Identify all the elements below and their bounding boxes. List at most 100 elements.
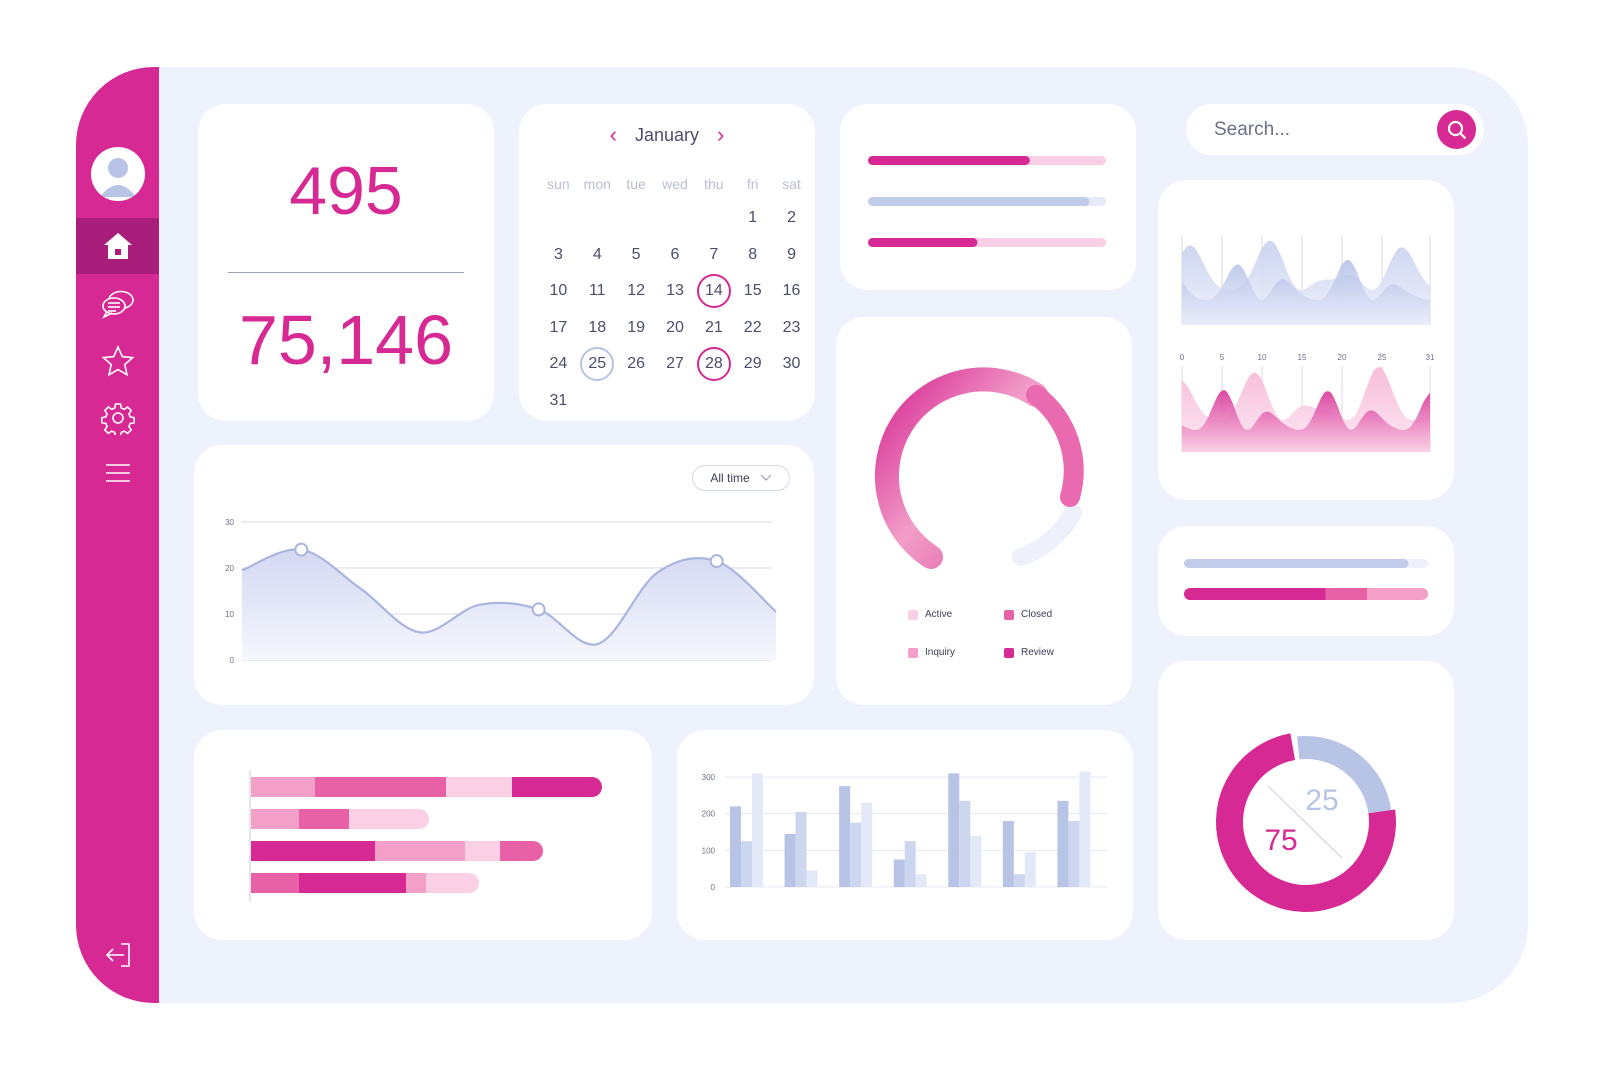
calendar-day-6[interactable]: 6 [656, 237, 695, 274]
vbar-y-tick: 100 [702, 846, 716, 855]
settings-nav-item[interactable] [76, 390, 159, 446]
calendar-day-7[interactable]: 7 [694, 237, 733, 274]
donut-divider [1267, 785, 1343, 859]
calendar-day-number: 26 [627, 355, 646, 373]
search-icon [1447, 120, 1466, 139]
calendar-blank [617, 200, 656, 237]
legend-label: Active [925, 609, 953, 620]
calendar-day-30[interactable]: 30 [772, 346, 811, 383]
calendar-day-12[interactable]: 12 [617, 273, 656, 310]
line-point-marker[interactable] [531, 602, 546, 617]
segmented-progress [1184, 559, 1428, 600]
weekday-label: tue [626, 176, 646, 192]
calendar-day-26[interactable]: 26 [617, 346, 656, 383]
vbar-bar [784, 833, 796, 887]
vbar-bar [850, 822, 862, 887]
weekday-label: sat [782, 176, 801, 192]
time-range-value: All time [710, 471, 750, 485]
calendar-day-number: 5 [631, 245, 641, 263]
calendar-month: January [634, 124, 700, 145]
calendar-day-29[interactable]: 29 [733, 346, 772, 383]
calendar-day-3[interactable]: 3 [539, 237, 578, 274]
calendar-blank [539, 200, 578, 237]
calendar-day-1[interactable]: 1 [733, 200, 772, 237]
calendar-day-19[interactable]: 19 [617, 310, 656, 347]
time-range-select[interactable]: All time [692, 465, 790, 491]
next-month-chevron-right-icon[interactable]: › [717, 122, 725, 147]
calendar-day-number: 18 [588, 318, 607, 336]
calendar-day-number: 13 [666, 282, 684, 300]
vbar-bar [730, 806, 741, 887]
weekday-label: mon [583, 176, 611, 192]
line-y-tick: 10 [225, 610, 234, 619]
home-nav-item[interactable] [76, 218, 159, 274]
calendar-day-24[interactable]: 24 [539, 346, 578, 383]
calendar-day-number: 1 [748, 209, 758, 227]
calendar-day-number: 2 [787, 209, 797, 227]
calendar-day-21[interactable]: 21 [694, 310, 733, 347]
calendar-day-number: 11 [588, 282, 606, 300]
sidebar [76, 67, 159, 1003]
vbar-y-tick: 200 [702, 810, 716, 819]
prev-month-chevron-left-icon[interactable]: ‹ [609, 122, 617, 147]
calendar-day-27[interactable]: 27 [656, 346, 695, 383]
calendar-day-28[interactable]: 28 [694, 346, 733, 383]
wave-x-tick: 15 [1298, 353, 1307, 362]
hbar-segment [512, 777, 602, 797]
calendar-day-4[interactable]: 4 [578, 237, 617, 274]
calendar-day-9[interactable]: 9 [772, 237, 811, 274]
calendar-day-18[interactable]: 18 [578, 310, 617, 347]
line-point-marker[interactable] [709, 554, 724, 569]
calendar-day-22[interactable]: 22 [733, 310, 772, 347]
donut-slice [1216, 733, 1396, 912]
vbar-bar [795, 811, 807, 887]
progress-fill [868, 238, 978, 247]
calendar-day-16[interactable]: 16 [772, 273, 811, 310]
stats-card: 495 75,146 [198, 104, 494, 421]
line-y-tick: 20 [225, 564, 234, 573]
progress-segment [1367, 588, 1428, 600]
hbar-segment [251, 841, 375, 861]
progress-segment [1325, 588, 1367, 600]
hbar-segment [315, 777, 446, 797]
vbar-bar [1013, 874, 1025, 887]
calendar-day-10[interactable]: 10 [539, 273, 578, 310]
vbar-bar [806, 870, 818, 887]
calendar-day-20[interactable]: 20 [656, 310, 695, 347]
vertical-bar-chart: 300 200 100 0 [702, 771, 1107, 892]
calendar-day-number: 22 [743, 318, 762, 336]
logout-button[interactable] [76, 935, 159, 975]
calendar-day-11[interactable]: 11 [578, 273, 617, 310]
hbar-segment [299, 873, 406, 893]
line-point-marker[interactable] [294, 542, 309, 557]
vbar-bar [915, 874, 927, 887]
calendar-day-number: 10 [549, 282, 568, 300]
calendar-day-13[interactable]: 13 [656, 273, 695, 310]
calendar-day-number: 4 [592, 245, 602, 263]
donut-label-secondary: 25 [1305, 784, 1338, 817]
user-avatar[interactable] [91, 147, 145, 201]
calendar-day-25[interactable]: 25 [578, 346, 617, 383]
vbar-y-tick: 300 [702, 773, 716, 782]
progress-bars [868, 156, 1106, 247]
search-input[interactable] [1212, 112, 1426, 148]
calendar-day-17[interactable]: 17 [539, 310, 578, 347]
messages-nav-item[interactable] [76, 276, 159, 332]
menu-nav-item[interactable] [76, 445, 159, 501]
legend-label: Closed [1021, 609, 1053, 620]
calendar-day-2[interactable]: 2 [772, 200, 811, 237]
search-button[interactable] [1437, 110, 1476, 149]
calendar-day-5[interactable]: 5 [617, 237, 656, 274]
calendar-day-15[interactable]: 15 [733, 273, 772, 310]
favorites-nav-item[interactable] [76, 333, 159, 389]
calendar-day-8[interactable]: 8 [733, 237, 772, 274]
calendar-day-31[interactable]: 31 [539, 383, 578, 420]
wave-pink-front [1182, 390, 1430, 452]
wave-blue-front [1182, 259, 1430, 325]
stat-primary-value: 495 [289, 153, 403, 229]
hbar-segment [465, 841, 500, 861]
calendar-day-14[interactable]: 14 [694, 273, 733, 310]
calendar-day-number: 17 [549, 318, 568, 336]
calendar-day-23[interactable]: 23 [772, 310, 811, 347]
